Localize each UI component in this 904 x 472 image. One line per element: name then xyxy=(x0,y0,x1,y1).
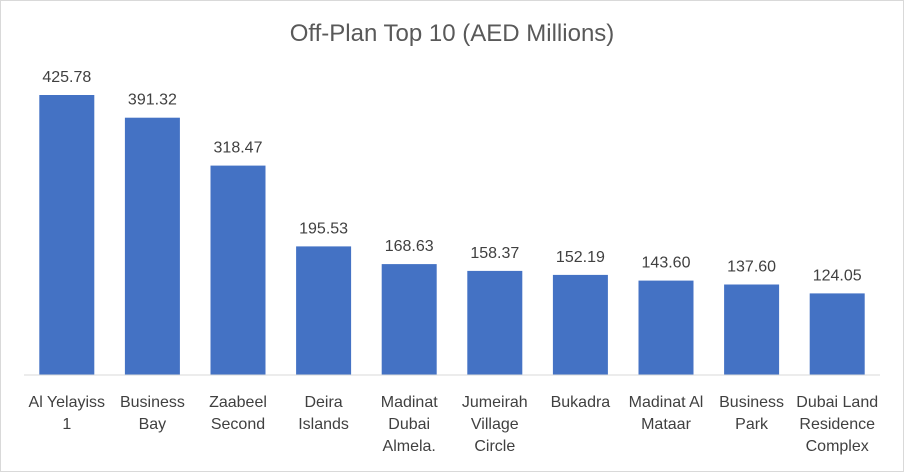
category-label-line: Village xyxy=(471,416,519,433)
category-label-9: Dubai Land Residence Complex xyxy=(796,394,878,455)
value-label-5: 158.37 xyxy=(470,245,519,262)
bar-7 xyxy=(638,280,694,375)
category-label-line: Complex xyxy=(806,438,869,455)
category-label-line: Mataar xyxy=(641,416,691,433)
category-label-line: Bay xyxy=(139,416,167,433)
category-label-line: Dubai xyxy=(388,416,430,433)
category-label-6: Bukadra xyxy=(551,394,611,411)
category-label-line: Madinat Al xyxy=(629,394,704,411)
value-labels-group: 425.78 391.32 318.47 195.53 168.63 158.37 152.… xyxy=(42,69,861,284)
value-label-0: 425.78 xyxy=(42,69,91,86)
bar-6 xyxy=(552,274,608,375)
category-label-line: Almela. xyxy=(383,438,436,455)
value-label-1: 391.32 xyxy=(128,92,177,109)
value-label-6: 152.19 xyxy=(556,249,605,266)
category-label-7: Madinat Al Mataar xyxy=(629,394,704,433)
category-label-line: Deira xyxy=(304,394,342,411)
category-label-line: Park xyxy=(735,416,769,433)
bars-group xyxy=(39,95,865,375)
category-label-5: Jumeirah Village Circle xyxy=(462,394,528,455)
category-label-line: Residence xyxy=(799,416,875,433)
category-label-0: Al Yelayiss 1 xyxy=(29,394,106,433)
category-label-line: 1 xyxy=(62,416,71,433)
category-label-line: Second xyxy=(211,416,265,433)
category-label-line: Bukadra xyxy=(551,394,611,411)
bar-1 xyxy=(124,117,180,375)
category-label-line: Madinat xyxy=(381,394,438,411)
bar-8 xyxy=(724,284,780,375)
category-label-line: Al Yelayiss xyxy=(29,394,106,411)
category-label-line: Business xyxy=(719,394,784,411)
category-label-1: Business Bay xyxy=(120,394,185,433)
value-label-7: 143.60 xyxy=(642,255,691,272)
bar-5 xyxy=(467,270,523,375)
value-label-2: 318.47 xyxy=(214,140,263,157)
category-labels-group: Al Yelayiss 1 Business Bay Zaabeel Second Deir… xyxy=(29,394,879,455)
category-label-2: Zaabeel Second xyxy=(209,394,267,433)
category-label-line: Zaabeel xyxy=(209,394,267,411)
category-label-line: Circle xyxy=(474,438,515,455)
category-label-8: Business Park xyxy=(719,394,784,433)
bar-9 xyxy=(809,293,865,375)
bar-2 xyxy=(210,165,266,375)
category-label-line: Dubai Land xyxy=(796,394,878,411)
value-label-3: 195.53 xyxy=(299,220,348,237)
chart-title: Off-Plan Top 10 (AED Millions) xyxy=(289,20,615,47)
bar-3 xyxy=(296,246,352,375)
category-label-line: Business xyxy=(120,394,185,411)
category-label-4: Madinat Dubai Almela. xyxy=(381,394,438,455)
value-label-8: 137.60 xyxy=(727,259,776,276)
category-label-3: Deira Islands xyxy=(298,394,349,433)
bar-0 xyxy=(39,95,95,375)
value-label-9: 124.05 xyxy=(813,267,862,284)
category-label-line: Jumeirah xyxy=(462,394,528,411)
bar-4 xyxy=(381,264,437,375)
value-label-4: 168.63 xyxy=(385,238,434,255)
category-label-line: Islands xyxy=(298,416,349,433)
